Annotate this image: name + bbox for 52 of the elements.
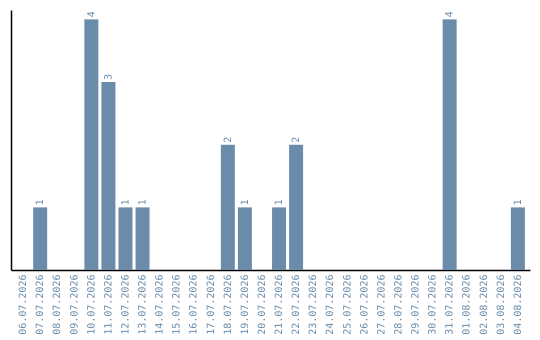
x-tick-label: 15.07.2026 bbox=[172, 274, 183, 335]
x-tick-label: 22.07.2026 bbox=[291, 274, 302, 335]
x-tick-label: 01.08.2026 bbox=[462, 274, 473, 335]
x-tick-label: 03.08.2026 bbox=[496, 274, 507, 335]
x-tick-label: 12.07.2026 bbox=[120, 274, 132, 335]
x-tick-label: 26.07.2026 bbox=[359, 274, 370, 335]
x-tick-label: 10.07.2026 bbox=[86, 274, 98, 335]
bar bbox=[289, 144, 304, 270]
data-label: 3 bbox=[103, 74, 114, 80]
data-label: 1 bbox=[512, 199, 524, 206]
bar bbox=[510, 207, 525, 270]
x-tick-label: 19.07.2026 bbox=[240, 274, 251, 335]
bar bbox=[136, 207, 150, 270]
data-label: 1 bbox=[138, 199, 149, 206]
x-tick-label: 29.07.2026 bbox=[410, 274, 422, 335]
data-label: 4 bbox=[86, 11, 98, 18]
x-tick-label: 08.07.2026 bbox=[52, 274, 64, 335]
x-tick-label: 11.07.2026 bbox=[103, 274, 114, 335]
x-tick-label: 31.07.2026 bbox=[444, 274, 456, 335]
x-tick-label: 23.07.2026 bbox=[308, 274, 320, 335]
data-label: 1 bbox=[35, 199, 46, 206]
bar bbox=[118, 207, 132, 270]
data-label: 1 bbox=[120, 199, 132, 206]
x-tick-label: 04.08.2026 bbox=[512, 274, 524, 335]
x-tick-label: 09.07.2026 bbox=[69, 274, 80, 335]
data-label: 2 bbox=[222, 136, 234, 143]
x-tick-label: 16.07.2026 bbox=[188, 274, 200, 335]
x-tick-label: 13.07.2026 bbox=[138, 274, 149, 335]
x-tick-label: 20.07.2026 bbox=[256, 274, 268, 335]
data-label: 1 bbox=[240, 199, 251, 206]
x-tick-label: 07.07.2026 bbox=[35, 274, 46, 335]
data-label: 2 bbox=[291, 136, 302, 143]
data-label: 4 bbox=[444, 11, 456, 18]
x-tick-label: 14.07.2026 bbox=[154, 274, 166, 335]
x-tick-label: 18.07.2026 bbox=[222, 274, 234, 335]
x-tick-label: 06.07.2026 bbox=[18, 274, 30, 335]
bar bbox=[84, 19, 98, 270]
bar bbox=[238, 207, 252, 270]
x-tick-label: 24.07.2026 bbox=[325, 274, 336, 335]
x-tick-label: 17.07.2026 bbox=[206, 274, 217, 335]
x-tick-label: 25.07.2026 bbox=[342, 274, 354, 335]
bar bbox=[101, 82, 116, 270]
bar bbox=[220, 144, 235, 270]
bar bbox=[33, 207, 48, 270]
x-tick-label: 02.08.2026 bbox=[478, 274, 490, 335]
bar bbox=[272, 207, 286, 270]
x-tick-label: 28.07.2026 bbox=[393, 274, 404, 335]
x-tick-label: 27.07.2026 bbox=[376, 274, 388, 335]
bar bbox=[442, 19, 457, 270]
x-tick-label: 21.07.2026 bbox=[274, 274, 286, 335]
x-tick-label: 30.07.2026 bbox=[428, 274, 439, 335]
data-label: 1 bbox=[274, 199, 286, 206]
